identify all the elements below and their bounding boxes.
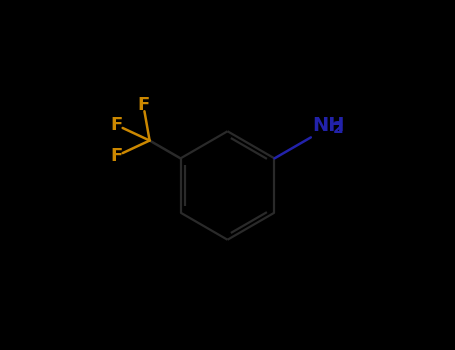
Text: F: F [111,147,123,165]
Text: 2: 2 [333,121,344,136]
Text: NH: NH [313,116,345,134]
Text: F: F [111,116,123,134]
Text: F: F [137,96,149,114]
